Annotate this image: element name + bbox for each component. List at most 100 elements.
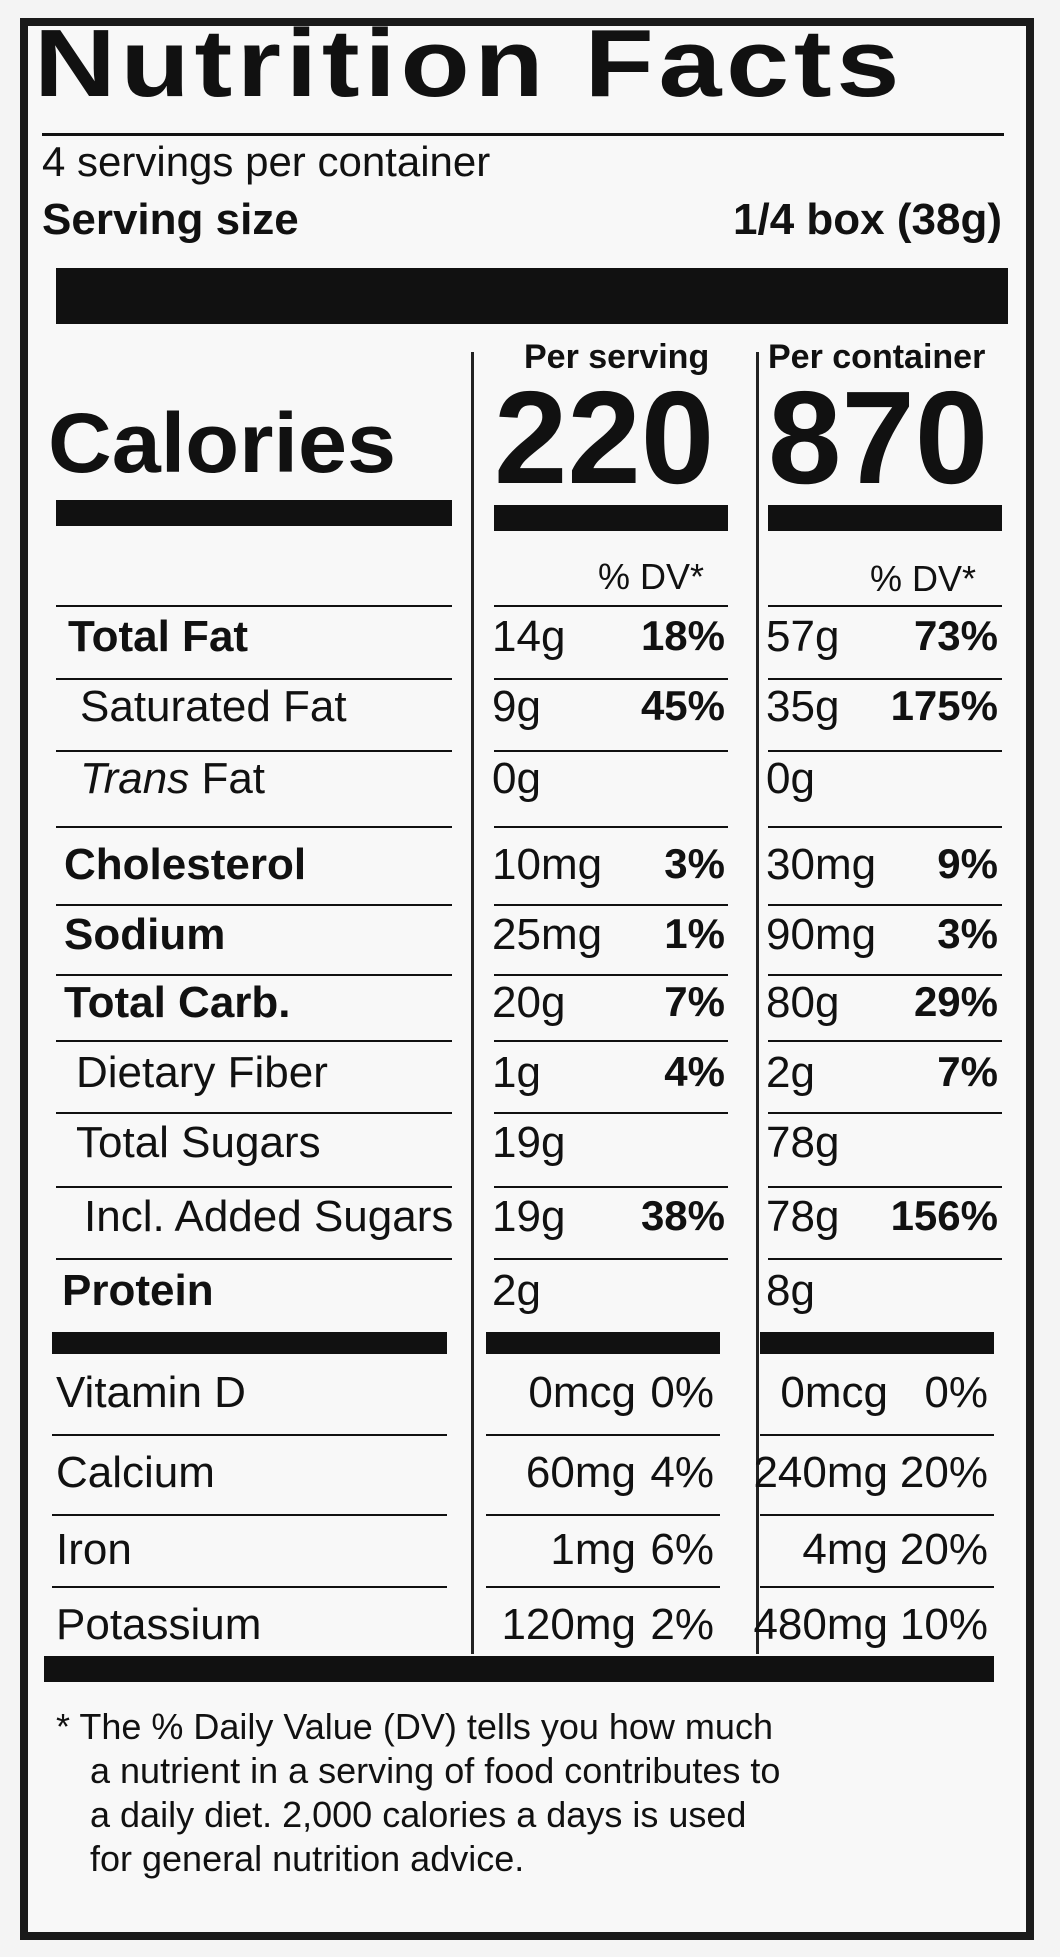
nutrient-name: Total Carb. (64, 978, 291, 1027)
serving-amount: 20g (492, 978, 566, 1027)
row-divider (768, 826, 1002, 828)
row-divider (494, 750, 728, 752)
serving-amount: 0g (492, 754, 541, 803)
row-divider (768, 1040, 1002, 1042)
row-divider (768, 1112, 1002, 1114)
label-title: Nutrition Facts (34, 10, 905, 117)
row-divider (56, 1258, 452, 1260)
row-divider (486, 1434, 720, 1436)
row-divider (56, 904, 452, 906)
nutrition-label (20, 18, 1034, 1940)
servings-per-container: 4 servings per container (42, 138, 491, 185)
row-divider (56, 678, 452, 680)
container-amount: 0g (766, 754, 815, 803)
nutrient-name: Protein (62, 1266, 214, 1315)
serving-amount: 2g (492, 1266, 541, 1315)
row-divider (56, 974, 452, 976)
container-amount: 57g (766, 612, 840, 661)
container-dv: 9% (937, 840, 998, 887)
thick-divider (56, 500, 452, 526)
container-dv: 20% (899, 1448, 988, 1497)
row-divider (494, 678, 728, 680)
container-dv: 20% (899, 1525, 988, 1574)
serving-dv: 0% (650, 1368, 714, 1417)
container-amount: 2g (766, 1048, 815, 1097)
row-divider (768, 904, 1002, 906)
nutrient-name: Sodium (64, 910, 226, 959)
thick-divider (494, 505, 728, 531)
row-divider (486, 1514, 720, 1516)
row-divider (56, 1040, 452, 1042)
row-divider (486, 1586, 720, 1588)
footnote: * The % Daily Value (DV) tells you how m… (56, 1705, 780, 1881)
serving-amount: 1g (492, 1048, 541, 1097)
container-amount: 35g (766, 682, 840, 731)
row-divider (56, 1186, 452, 1188)
row-divider (56, 1112, 452, 1114)
vitamin-name: Calcium (56, 1448, 215, 1497)
row-divider (494, 974, 728, 976)
serving-dv: 6% (650, 1525, 714, 1574)
serving-dv: 38% (640, 1192, 725, 1239)
serving-amount: 14g (492, 612, 566, 661)
row-divider (768, 1186, 1002, 1188)
container-dv: 7% (937, 1048, 998, 1095)
container-amount: 8g (766, 1266, 815, 1315)
nutrient-name: Cholesterol (64, 840, 307, 889)
row-divider (494, 1112, 728, 1114)
per-serving-header: Per serving (524, 338, 710, 376)
serving-amount: 120mg (501, 1600, 636, 1649)
row-divider (56, 750, 452, 752)
container-dv: 73% (913, 612, 998, 659)
container-amount: 0mcg (780, 1368, 888, 1417)
per-container-header: Per container (768, 338, 986, 376)
calories-label: Calories (48, 396, 397, 490)
serving-amount: 19g (492, 1192, 566, 1241)
footnote-line: a daily diet. 2,000 calories a days is u… (90, 1794, 747, 1835)
row-divider (56, 605, 452, 607)
row-divider (56, 826, 452, 828)
serving-dv: 4% (664, 1048, 725, 1095)
row-divider (768, 605, 1002, 607)
container-amount: 78g (766, 1192, 840, 1241)
dv-header-serving: % DV* (598, 556, 705, 597)
calories-per-serving: 220 (494, 364, 715, 511)
container-amount: 80g (766, 978, 840, 1027)
thick-divider (760, 1332, 994, 1354)
nutrient-name-rest: Fat (189, 754, 266, 803)
container-dv: 29% (913, 978, 998, 1025)
thick-divider (52, 1332, 447, 1354)
serving-dv: 3% (664, 840, 725, 887)
row-divider (768, 974, 1002, 976)
serving-size-label: Serving size (42, 195, 299, 244)
container-amount: 4mg (802, 1525, 888, 1574)
row-divider (760, 1514, 994, 1516)
nutrient-name: Total Sugars (76, 1118, 321, 1167)
vitamin-name: Vitamin D (56, 1368, 246, 1417)
row-divider (494, 605, 728, 607)
row-divider (768, 1258, 1002, 1260)
nutrient-name: Trans Fat (80, 754, 265, 804)
serving-amount: 1mg (550, 1525, 636, 1574)
container-dv: 3% (937, 910, 998, 957)
container-amount: 78g (766, 1118, 840, 1167)
footnote-line: * The % Daily Value (DV) tells you how m… (56, 1706, 773, 1747)
container-amount: 30mg (766, 840, 877, 889)
divider (42, 133, 1004, 136)
serving-amount: 10mg (492, 840, 603, 889)
footnote-line: for general nutrition advice. (90, 1838, 525, 1879)
serving-dv: 45% (640, 682, 725, 729)
serving-dv: 18% (640, 612, 725, 659)
container-dv: 0% (924, 1368, 988, 1417)
nutrient-name: Dietary Fiber (76, 1048, 328, 1097)
row-divider (52, 1434, 447, 1436)
row-divider (760, 1586, 994, 1588)
row-divider (494, 1040, 728, 1042)
vitamin-name: Iron (56, 1525, 132, 1574)
serving-amount: 25mg (492, 910, 603, 959)
serving-amount: 0mcg (528, 1368, 636, 1417)
column-divider (756, 352, 759, 1654)
thick-divider (56, 268, 1008, 324)
serving-amount: 9g (492, 682, 541, 731)
container-amount: 240mg (753, 1448, 888, 1497)
